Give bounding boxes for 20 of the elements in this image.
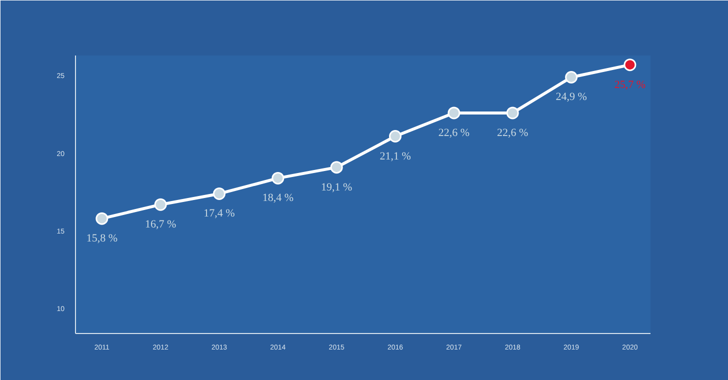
point — [272, 172, 284, 184]
point — [506, 106, 519, 120]
data-label: 25,7 % — [614, 78, 646, 91]
point — [565, 71, 578, 84]
point — [213, 187, 226, 200]
data-label: 16,7 % — [144, 218, 176, 231]
point — [330, 161, 343, 174]
point — [96, 212, 108, 225]
data-label: 22,6 % — [438, 126, 470, 139]
data-label: 18,4 % — [262, 192, 294, 204]
point — [624, 58, 636, 72]
point — [154, 198, 167, 211]
data-label: 24,9 % — [556, 91, 587, 104]
data-label: 17,4 % — [204, 208, 235, 220]
point — [389, 130, 402, 142]
data-label: 21,1 % — [380, 150, 411, 162]
data-label: 15,8 % — [86, 232, 118, 245]
data-label: 19,1 % — [321, 181, 352, 194]
point — [448, 106, 460, 120]
data-label: 22,6 % — [497, 126, 528, 139]
